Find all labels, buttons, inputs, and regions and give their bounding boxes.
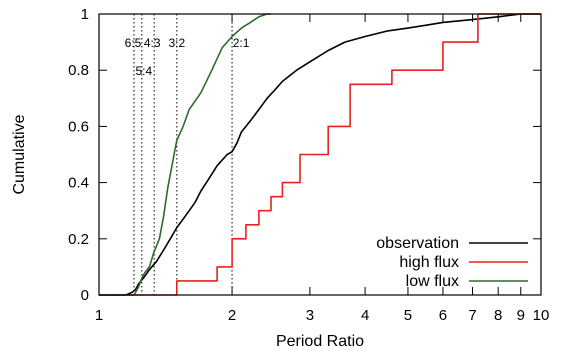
x-tick-label-1: 2	[228, 307, 236, 324]
x-tick-label-5: 6	[439, 307, 447, 324]
resonance-label-3: 3:2	[168, 36, 185, 50]
x-tick-label-8: 9	[517, 307, 525, 324]
series-line-high-flux	[99, 13, 541, 296]
x-tick-label-2: 3	[306, 307, 314, 324]
legend: observation high flux low flux	[376, 235, 528, 290]
resonance-labels: 6:5 5:4 4:3 3:2 2:1	[125, 36, 250, 78]
x-tick-label-7: 8	[494, 307, 502, 324]
y-tick-label-4: 0.8	[68, 62, 89, 79]
x-tick-label-6: 7	[468, 307, 476, 324]
resonance-label-2: 4:3	[144, 36, 161, 50]
legend-label-high-flux: high flux	[399, 254, 459, 271]
x-tick-label-3: 4	[361, 307, 369, 324]
legend-label-observation: observation	[376, 235, 459, 252]
series-line-low-flux	[99, 13, 271, 296]
axis-ticks: 1 2 3 4 5 6 7 8 9 10 0 0.2 0.4 0.6 0.8 1	[68, 6, 549, 324]
y-tick-label-5: 1	[81, 6, 89, 23]
resonance-label-0: 6:5	[125, 36, 142, 50]
y-tick-label-1: 0.2	[68, 231, 89, 248]
legend-label-low-flux: low flux	[406, 273, 459, 290]
series-line-observation	[99, 13, 541, 296]
x-tick-label-0: 1	[95, 307, 103, 324]
x-axis-title: Period Ratio	[276, 333, 364, 350]
resonance-label-4: 2:1	[233, 36, 250, 50]
y-tick-label-2: 0.4	[68, 175, 89, 192]
x-tick-label-4: 5	[404, 307, 412, 324]
x-tick-label-9: 10	[533, 307, 550, 324]
series-layer	[99, 13, 541, 296]
y-tick-label-0: 0	[81, 287, 89, 304]
y-tick-label-3: 0.6	[68, 118, 89, 135]
resonance-label-1: 5:4	[135, 64, 152, 78]
plot-frame	[98, 13, 542, 296]
y-axis-title: Cumulative	[11, 114, 28, 194]
resonance-lines	[133, 14, 233, 295]
